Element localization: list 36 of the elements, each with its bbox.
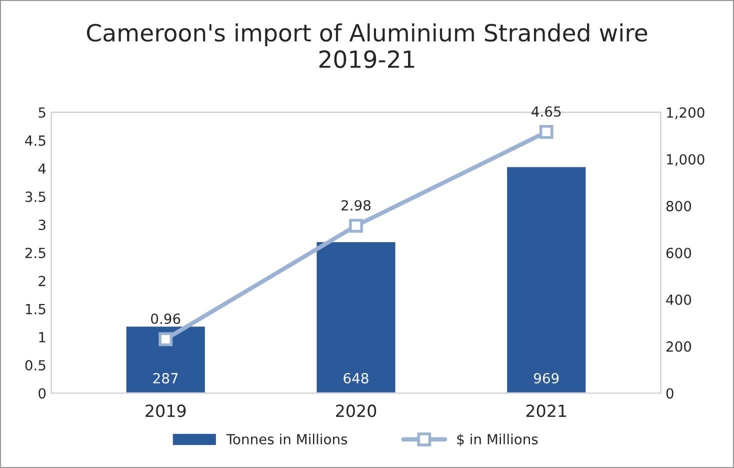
- y-tick-label: 4: [38, 164, 46, 174]
- y-tick-label: 3: [38, 220, 46, 230]
- x-tick-label: 2020: [336, 404, 376, 418]
- y-tick-label: 5: [38, 107, 46, 118]
- bar: [315, 240, 397, 394]
- y2-tick-label: 1,200: [666, 107, 704, 120]
- y-tick-label: 2: [38, 276, 46, 286]
- y2-tick-label: 400: [666, 294, 692, 305]
- data-label: 648: [344, 372, 368, 384]
- legend-label: $ in Millions: [457, 434, 538, 446]
- y2-tick-label: 0: [666, 388, 674, 399]
- y-tick-label: 1.5: [26, 304, 46, 314]
- y-tick-label: 0.5: [25, 360, 46, 371]
- data-label: 0.96: [151, 314, 180, 324]
- y2-tick-label: 800: [666, 200, 692, 212]
- data-label: 287: [153, 372, 178, 384]
- data-label: 2.98: [342, 200, 370, 211]
- y-tick-label: 2.5: [25, 248, 46, 258]
- point: [539, 125, 554, 139]
- chart-title: Cameroon's import of Aluminium Stranded wire 2019-21: [86, 23, 648, 68]
- y2-tick-label: 1,000: [666, 154, 704, 166]
- y-tick-label: 1: [39, 332, 46, 342]
- data-label: 969: [534, 372, 559, 384]
- bar: [506, 166, 588, 394]
- y-tick-label: 4.5: [25, 136, 46, 146]
- legend-label: Tonnes in Millions: [226, 434, 348, 444]
- y-tick-label: 0: [38, 388, 46, 399]
- x-tick-label: 2019: [146, 404, 186, 418]
- y2-tick-label: 600: [666, 248, 692, 258]
- data-label: 4.65: [532, 106, 561, 117]
- y-tick-label: 3.5: [25, 192, 46, 202]
- point: [349, 218, 363, 233]
- bar: [124, 325, 206, 394]
- y2-tick-label: 200: [666, 341, 692, 352]
- x-tick-label: 2021: [526, 404, 566, 418]
- point: [158, 332, 173, 346]
